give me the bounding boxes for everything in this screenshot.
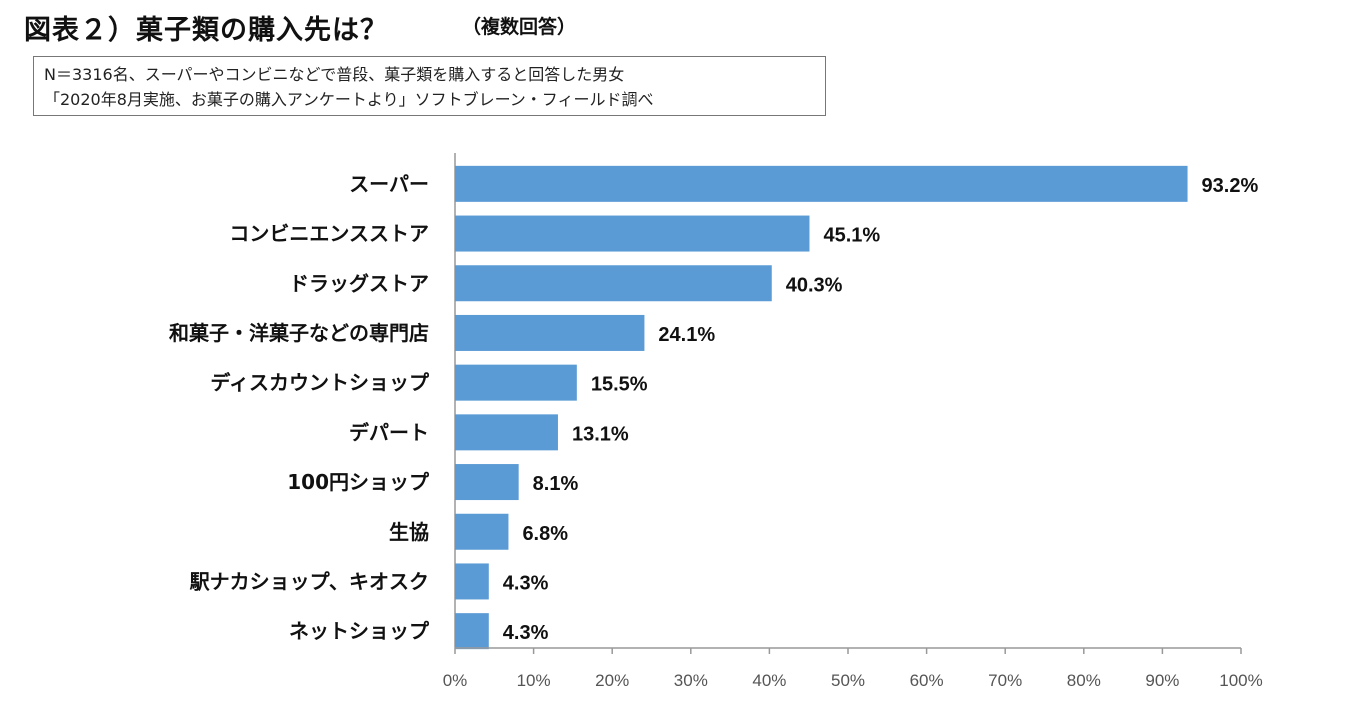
category-label-7: 100円ショップ — [287, 470, 430, 494]
x-tick-label-70: 70% — [988, 671, 1022, 690]
category-label-5: ディスカウントショップ — [210, 371, 430, 395]
x-tick-label-40: 40% — [752, 671, 786, 690]
bar-7 — [455, 464, 519, 501]
bar-6 — [455, 414, 558, 451]
category-label-2: コンビニエンスストア — [229, 222, 429, 246]
x-tick-label-20: 20% — [595, 671, 629, 690]
value-label-4: 24.1% — [658, 324, 715, 346]
survey-note-box: N＝3316名、スーパーやコンビニなどで普段、菓子類を購入すると回答した男女 「… — [33, 56, 826, 116]
value-label-6: 13.1% — [572, 423, 629, 445]
value-label-7: 8.1% — [533, 473, 579, 495]
category-label-6: デパート — [349, 420, 429, 444]
value-label-1: 93.2% — [1202, 175, 1259, 197]
bar-5 — [455, 364, 577, 401]
x-tick-label-100: 100% — [1219, 671, 1262, 690]
chart-subtitle: （複数回答） — [462, 16, 577, 38]
category-label-1: スーパー — [349, 172, 429, 196]
bar-2 — [455, 215, 810, 252]
x-tick-label-60: 60% — [910, 671, 944, 690]
x-tick-label-30: 30% — [674, 671, 708, 690]
x-tick-label-50: 50% — [831, 671, 865, 690]
survey-note-line-1: N＝3316名、スーパーやコンビニなどで普段、菓子類を購入すると回答した男女 — [44, 65, 625, 84]
x-tick-label-80: 80% — [1067, 671, 1101, 690]
bar-10 — [455, 613, 489, 650]
bar-3 — [455, 265, 772, 302]
category-label-4: 和菓子・洋菓子などの専門店 — [169, 321, 429, 345]
category-label-3: ドラッグストア — [289, 271, 429, 295]
survey-note-line-2: 「2020年8月実施、お菓子の購入アンケートより」ソフトブレーン・フィールド調べ — [44, 90, 654, 109]
x-tick-label-90: 90% — [1145, 671, 1179, 690]
category-label-8: 生協 — [389, 520, 429, 544]
bar-1 — [455, 165, 1188, 202]
x-tick-label-0: 0% — [443, 671, 468, 690]
bar-4 — [455, 314, 645, 351]
value-label-10: 4.3% — [503, 622, 549, 644]
bar-9 — [455, 563, 489, 600]
bar-8 — [455, 513, 509, 550]
category-label-9: 駅ナカショップ、キオスク — [189, 569, 429, 593]
value-label-9: 4.3% — [503, 572, 549, 594]
value-label-8: 6.8% — [522, 523, 568, 545]
x-tick-label-10: 10% — [517, 671, 551, 690]
value-label-3: 40.3% — [786, 274, 843, 296]
value-label-2: 45.1% — [823, 225, 880, 247]
chart-title: 図表２）菓子類の購入先は？ — [24, 15, 388, 46]
value-label-5: 15.5% — [591, 374, 648, 396]
category-label-10: ネットショップ — [289, 619, 430, 643]
